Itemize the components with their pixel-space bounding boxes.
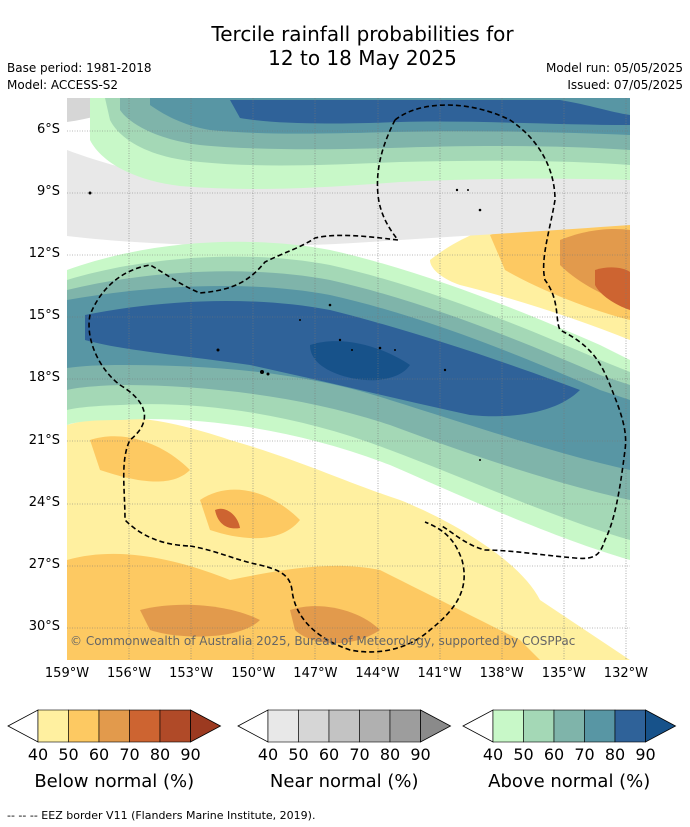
- below-normal-70-patch: [215, 508, 240, 529]
- meta-left: Base period: 1981-2018 Model: ACCESS-S2: [7, 60, 152, 94]
- legend-tick-label: 60: [319, 745, 339, 764]
- legend-swatch: [267, 709, 299, 743]
- legend-tick-label: 50: [288, 745, 308, 764]
- rainfall-map: [67, 98, 630, 660]
- legend-low-arrow: [237, 709, 269, 743]
- legend-swatch: [359, 709, 391, 743]
- legend-tick-label: 80: [380, 745, 400, 764]
- below-normal-50-patch: [90, 436, 190, 482]
- lon-label: 132°W: [603, 666, 648, 681]
- model-run: Model run: 05/05/2025: [545, 61, 683, 75]
- lat-label: 12°S: [28, 246, 60, 262]
- lon-label: 144°W: [355, 666, 400, 681]
- lon-label: 156°W: [107, 666, 152, 681]
- lon-label: 147°W: [293, 666, 338, 681]
- lat-label: 24°S: [28, 494, 60, 510]
- graticule: [67, 98, 630, 660]
- copyright-text: © Commonwealth of Australia 2025, Bureau…: [70, 634, 576, 648]
- eez-footnote: -- -- -- EEZ border V11 (Flanders Marine…: [7, 809, 316, 822]
- legend-tick-label: 50: [513, 745, 533, 764]
- legend-colorbars: 40 50 60 70 80 90 40 50 60 70 80 90 40 50 60 70 80 90: [7, 709, 677, 764]
- legend-tick-label: 70: [574, 745, 594, 764]
- lat-label: 30°S: [28, 618, 60, 634]
- below-normal-60-patch-2: [290, 606, 380, 644]
- legend-tick-label: 90: [180, 745, 200, 764]
- legend-high-arrow: [420, 709, 452, 743]
- lat-label: 9°S: [36, 184, 60, 200]
- legend-swatch: [298, 709, 330, 743]
- legend-0-colorbar: 40 50 60 70 80 90: [7, 709, 222, 764]
- legend-swatch: [98, 709, 130, 743]
- legend-swatch: [614, 709, 646, 743]
- legend-low-arrow: [462, 709, 494, 743]
- title-line-1: Tercile rainfall probabilities for: [211, 22, 514, 46]
- legend-tick-label: 90: [635, 745, 655, 764]
- lon-label: 159°W: [44, 666, 90, 681]
- below-normal-50-patch-2: [200, 489, 300, 539]
- legend-tick-label: 70: [349, 745, 369, 764]
- legend-low-arrow: [7, 709, 39, 743]
- model-name: Model: ACCESS-S2: [7, 78, 119, 92]
- legend-high-arrow: [190, 709, 222, 743]
- legend-title: Below normal (%): [34, 771, 195, 792]
- legend-1-colorbar: 40 50 60 70 80 90: [237, 709, 452, 764]
- legend-tick-label: 70: [119, 745, 139, 764]
- legend-2-colorbar: 40 50 60 70 80 90: [462, 709, 677, 764]
- lon-label: 138°W: [479, 666, 524, 681]
- legend-swatch: [159, 709, 191, 743]
- legend-tick-label: 90: [410, 745, 430, 764]
- legend-tick-label: 80: [150, 745, 170, 764]
- lat-label: 21°S: [28, 432, 60, 448]
- legend-title: Near normal (%): [269, 771, 419, 792]
- islands: [88, 188, 482, 461]
- above-normal-central-90: [310, 341, 410, 381]
- lat-label: 6°S: [36, 122, 60, 137]
- map-fill: [67, 98, 630, 660]
- legend-swatch: [129, 709, 161, 743]
- legend-swatch: [584, 709, 616, 743]
- legend-tick-label: 40: [483, 745, 503, 764]
- title-line-2: 12 to 18 May 2025: [268, 46, 457, 70]
- legend-swatch: [553, 709, 585, 743]
- lon-label: 150°W: [231, 666, 276, 681]
- above-normal-north-80: [230, 100, 630, 125]
- lon-label: 153°W: [169, 666, 214, 681]
- base-period: Base period: 1981-2018: [7, 61, 152, 75]
- eez-borders: [88, 104, 627, 653]
- legend-swatch: [37, 709, 69, 743]
- meta-right: Model run: 05/05/2025 Issued: 07/05/2025: [546, 60, 683, 94]
- legend-tick-label: 80: [605, 745, 625, 764]
- lat-label: 27°S: [28, 556, 60, 572]
- legend-swatch: [68, 709, 100, 743]
- legend-swatch: [328, 709, 360, 743]
- legend-high-arrow: [645, 709, 677, 743]
- legend-swatch: [389, 709, 421, 743]
- issued-date: Issued: 07/05/2025: [567, 78, 683, 92]
- legend-tick-label: 40: [28, 745, 48, 764]
- legend-swatch: [523, 709, 555, 743]
- lat-label: 18°S: [28, 370, 60, 386]
- below-normal-60-patch: [140, 604, 260, 637]
- legend-tick-label: 40: [258, 745, 278, 764]
- legend-tick-label: 60: [544, 745, 564, 764]
- lat-label: 15°S: [28, 308, 60, 324]
- below-normal-east-70: [595, 267, 630, 310]
- legend-swatch: [492, 709, 524, 743]
- lon-label: 135°W: [541, 666, 586, 681]
- legend-tick-label: 60: [89, 745, 109, 764]
- legend-tick-label: 50: [58, 745, 78, 764]
- legend-title: Above normal (%): [488, 771, 651, 792]
- lon-label: 141°W: [417, 666, 462, 681]
- map-title: Tercile rainfall probabilities for 12 to…: [0, 22, 690, 70]
